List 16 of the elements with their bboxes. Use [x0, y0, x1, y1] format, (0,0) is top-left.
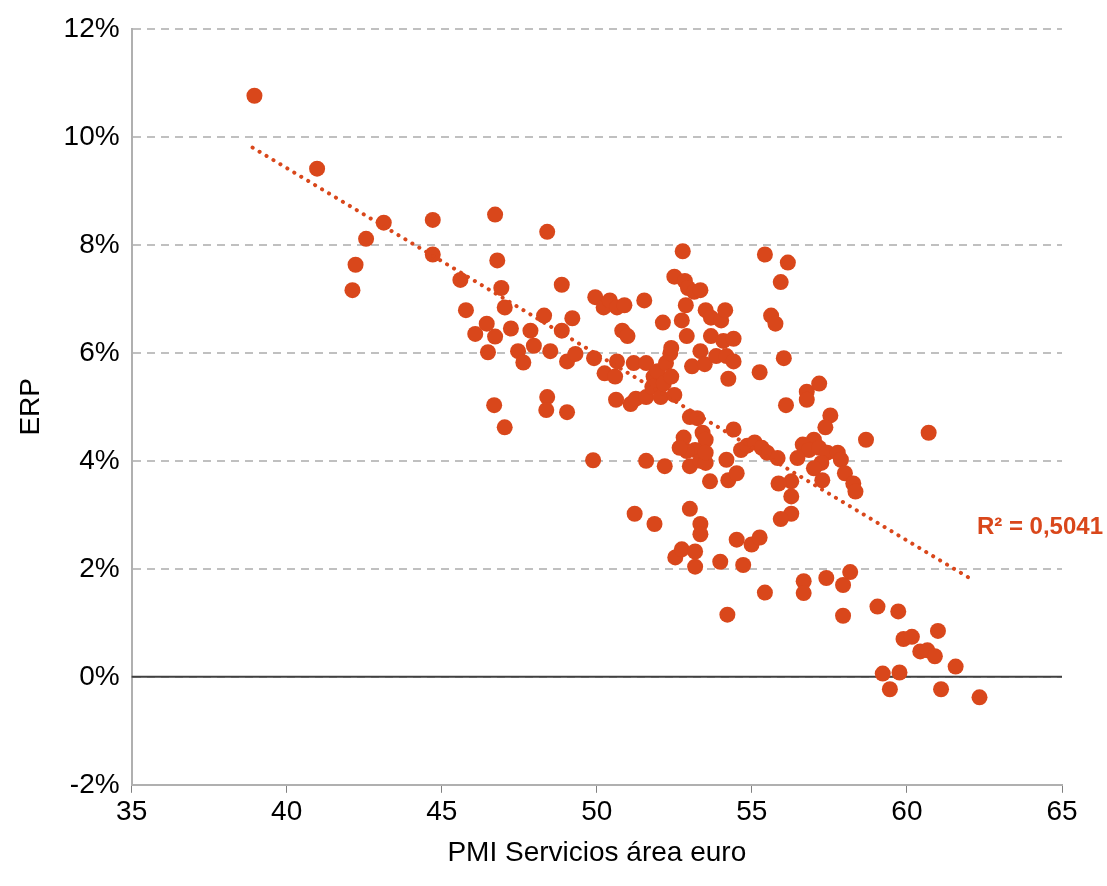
- y-axis-title: ERP: [13, 378, 45, 436]
- x-axis-title: PMI Servicios área euro: [447, 835, 747, 867]
- x-tick-label: 60: [891, 795, 923, 827]
- x-tick-label: 45: [426, 795, 458, 827]
- y-tick-label: 4%: [79, 443, 120, 475]
- y-tick-label: 0%: [79, 659, 120, 691]
- y-tick-label: 6%: [79, 335, 120, 367]
- y-tick-label: 10%: [63, 119, 120, 151]
- x-tick-label: 40: [271, 795, 303, 827]
- y-tick-label: 2%: [79, 551, 120, 583]
- x-tick-label: 65: [1046, 795, 1078, 827]
- y-tick-label: 8%: [79, 227, 120, 259]
- x-tick-label: 55: [736, 795, 768, 827]
- x-tick-label: 50: [581, 795, 613, 827]
- annotation: R² = 0,5041: [976, 512, 1103, 540]
- y-tick-label: 12%: [63, 11, 120, 43]
